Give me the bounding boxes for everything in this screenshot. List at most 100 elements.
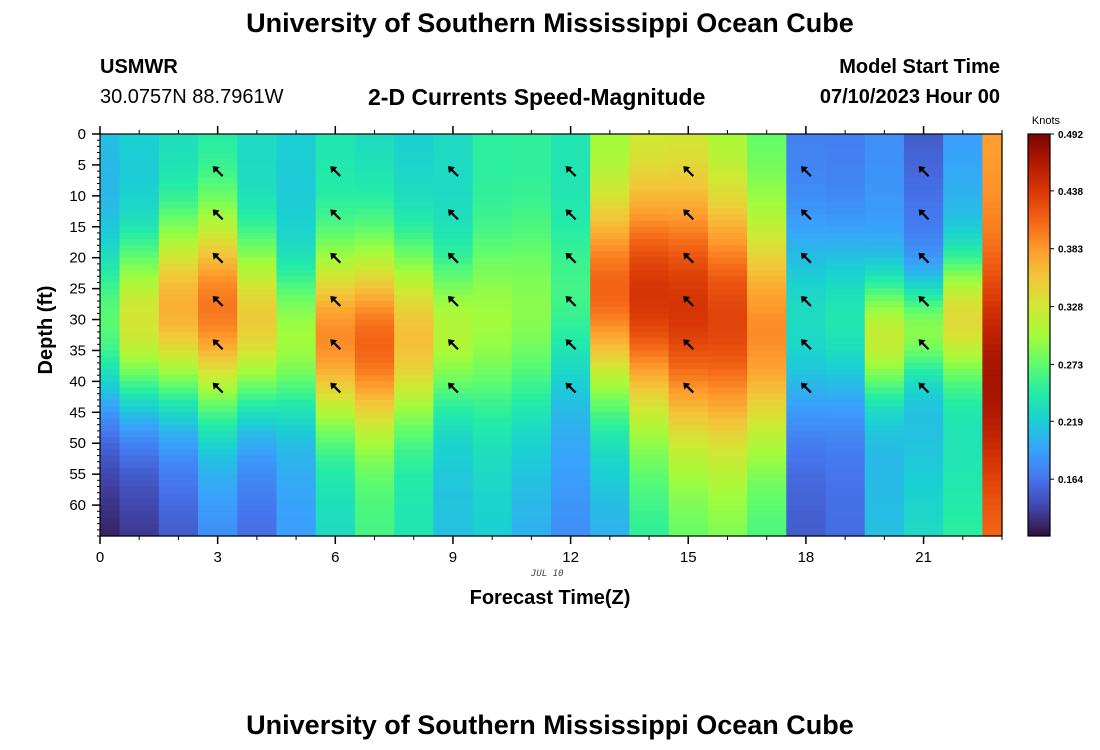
heat-cell: [198, 369, 238, 376]
heat-cell: [590, 381, 631, 389]
heat-cell: [903, 387, 944, 395]
heat-cell: [943, 474, 983, 481]
heat-cell: [707, 319, 748, 327]
heat-cell: [100, 195, 121, 203]
heat-cell: [511, 177, 552, 185]
x-tick-label: 15: [680, 549, 697, 566]
heat-cell: [158, 492, 199, 500]
heat-cell: [747, 134, 787, 141]
heat-cell: [982, 492, 1003, 500]
heat-cell: [982, 387, 1003, 395]
heat-cell: [668, 498, 709, 506]
heat-cell: [100, 529, 121, 537]
heat-cell: [707, 164, 748, 172]
heat-cell: [511, 263, 552, 271]
heat-cell: [551, 313, 591, 321]
heat-cell: [315, 424, 356, 432]
heat-cell: [943, 350, 983, 358]
heat-cell: [433, 189, 474, 197]
heat-cell: [433, 331, 474, 339]
heat-cell: [707, 474, 748, 481]
heat-cell: [903, 245, 944, 253]
heat-cell: [511, 146, 552, 154]
heat-cell: [903, 276, 944, 284]
heat-cell: [119, 461, 160, 469]
heat-cell: [982, 140, 1003, 147]
heat-cell: [786, 152, 827, 160]
heat-cell: [551, 257, 591, 265]
heat-cell: [433, 437, 474, 444]
heat-cell: [903, 418, 944, 426]
y-tick-label: 10: [69, 188, 86, 205]
heat-cell: [707, 140, 748, 147]
heat-cell: [100, 183, 121, 191]
heat-cell: [943, 455, 983, 463]
heat-cell: [943, 202, 983, 209]
heat-cell: [158, 486, 199, 494]
heat-cell: [864, 480, 905, 488]
heat-cell: [786, 412, 827, 420]
heat-cell: [747, 220, 787, 228]
colorbar-label: Knots: [1032, 115, 1061, 127]
heat-cell: [198, 195, 238, 203]
heat-cell: [629, 529, 670, 537]
heat-cell: [629, 239, 670, 246]
heat-cell: [943, 399, 983, 407]
arrow-head: [565, 209, 573, 217]
heat-cell: [198, 134, 238, 141]
heat-cell: [551, 239, 591, 246]
heat-cell: [119, 480, 160, 488]
heat-cell: [315, 257, 356, 265]
arrow-head: [683, 295, 691, 303]
heat-cell: [590, 480, 631, 488]
heat-cell: [747, 362, 787, 370]
heat-cell: [394, 356, 434, 364]
heat-cell: [276, 164, 317, 172]
heat-cell: [237, 220, 278, 228]
heat-cell: [237, 387, 278, 395]
heat-cell: [903, 307, 944, 314]
heat-cell: [100, 288, 121, 296]
heat-cell: [747, 356, 787, 364]
heat-cell: [119, 424, 160, 432]
heat-cell: [119, 387, 160, 395]
heat-cell: [590, 523, 631, 531]
heat-cell: [825, 177, 866, 185]
heat-cell: [158, 362, 199, 370]
heat-cell: [119, 418, 160, 426]
heat-cell: [433, 245, 474, 253]
colorbar-tick-label: 0.492: [1058, 130, 1083, 141]
heat-cell: [982, 511, 1003, 519]
heat-cell: [354, 418, 395, 426]
heat-cell: [315, 245, 356, 253]
heat-cell: [590, 282, 631, 290]
heat-cell: [354, 208, 395, 215]
date-label: JUL 10: [531, 569, 564, 579]
heat-cell: [394, 158, 434, 166]
heat-cell: [943, 486, 983, 494]
heat-cell: [590, 498, 631, 506]
heat-cell: [315, 307, 356, 314]
heat-cell: [100, 523, 121, 531]
heat-cell: [590, 294, 631, 302]
heat-cell: [825, 529, 866, 537]
heat-cell: [982, 171, 1003, 178]
heat-cell: [943, 152, 983, 160]
heat-cell: [943, 505, 983, 512]
arrow-head: [565, 382, 573, 390]
heat-cell: [198, 307, 238, 314]
heat-cell: [237, 164, 278, 172]
heat-cell: [707, 461, 748, 469]
heat-cell: [747, 152, 787, 160]
heat-cell: [198, 505, 238, 512]
heat-cell: [354, 202, 395, 209]
heat-cell: [472, 492, 513, 500]
heat-cell: [511, 418, 552, 426]
heat-cell: [119, 270, 160, 277]
heat-cell: [982, 276, 1003, 284]
heat-cell: [276, 461, 317, 469]
heat-cell: [747, 424, 787, 432]
heat-cell: [943, 492, 983, 500]
heat-cell: [119, 412, 160, 420]
heat-cell: [707, 443, 748, 451]
